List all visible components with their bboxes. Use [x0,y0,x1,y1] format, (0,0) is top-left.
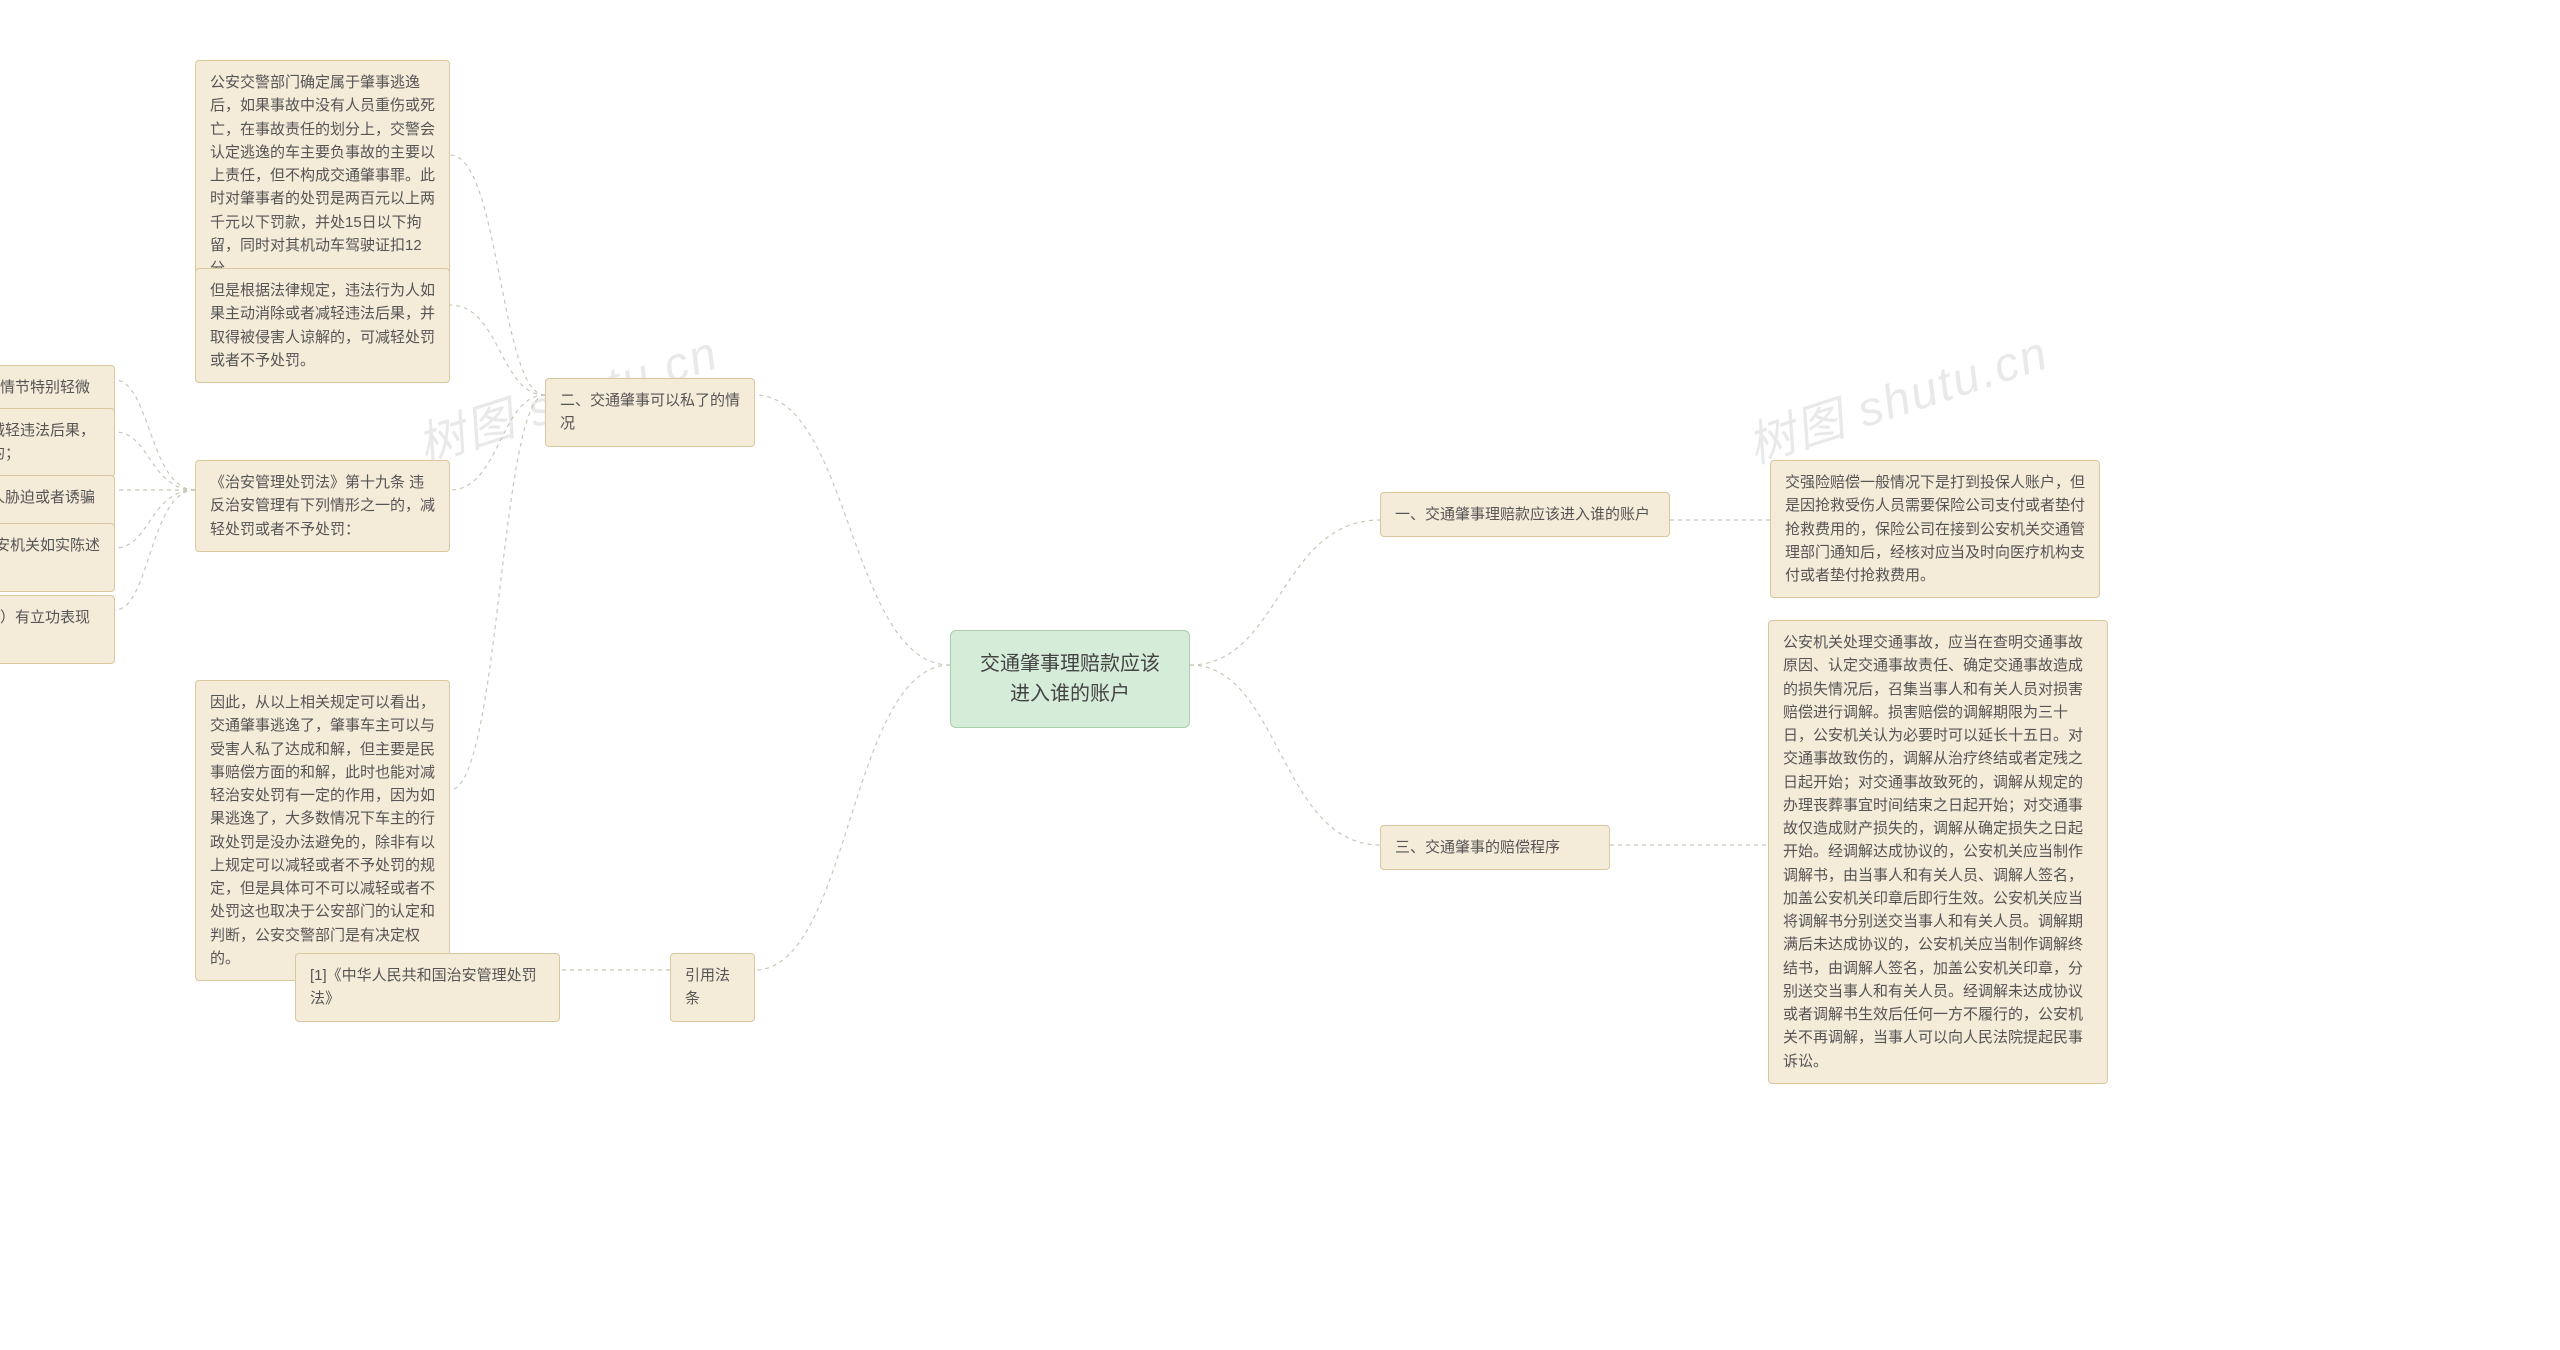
branch-3-text: 公安机关处理交通事故，应当在查明交通事故原因、认定交通事故责任、确定交通事故造成… [1768,620,2108,1084]
ref-text: [1]《中华人民共和国治安管理处罚法》 [295,953,560,1022]
branch-2-p1: 公安交警部门确定属于肇事逃逸后，如果事故中没有人员重伤或死亡，在事故责任的划分上… [195,60,450,291]
branch-1-title: 一、交通肇事理赔款应该进入谁的账户 [1380,492,1670,537]
law-item-4: （四）主动投案，向公安机关如实陈述自己的违法行为的； [0,523,115,592]
branch-2-law: 《治安管理处罚法》第十九条 违反治安管理有下列情形之一的，减轻处罚或者不予处罚： [195,460,450,552]
branch-2-p3: 因此，从以上相关规定可以看出，交通肇事逃逸了，肇事车主可以与受害人私了达成和解，… [195,680,450,981]
branch-1-text: 交强险赔偿一般情况下是打到投保人账户，但是因抢救受伤人员需要保险公司支付或者垫付… [1770,460,2100,598]
law-item-2: （二）主动消除或者减轻违法后果，并取得被侵害人谅解的； [0,408,115,477]
branch-2-title: 二、交通肇事可以私了的情况 [545,378,755,447]
center-node: 交通肇事理赔款应该进入谁的账户 [950,630,1190,728]
law-item-5: （五）有立功表现的。 [0,595,115,664]
watermark: 树图 shutu.cn [1737,313,2056,476]
ref-title: 引用法条 [670,953,755,1022]
branch-2-p2: 但是根据法律规定，违法行为人如果主动消除或者减轻违法后果，并取得被侵害人谅解的，… [195,268,450,383]
branch-3-title: 三、交通肇事的赔偿程序 [1380,825,1610,870]
